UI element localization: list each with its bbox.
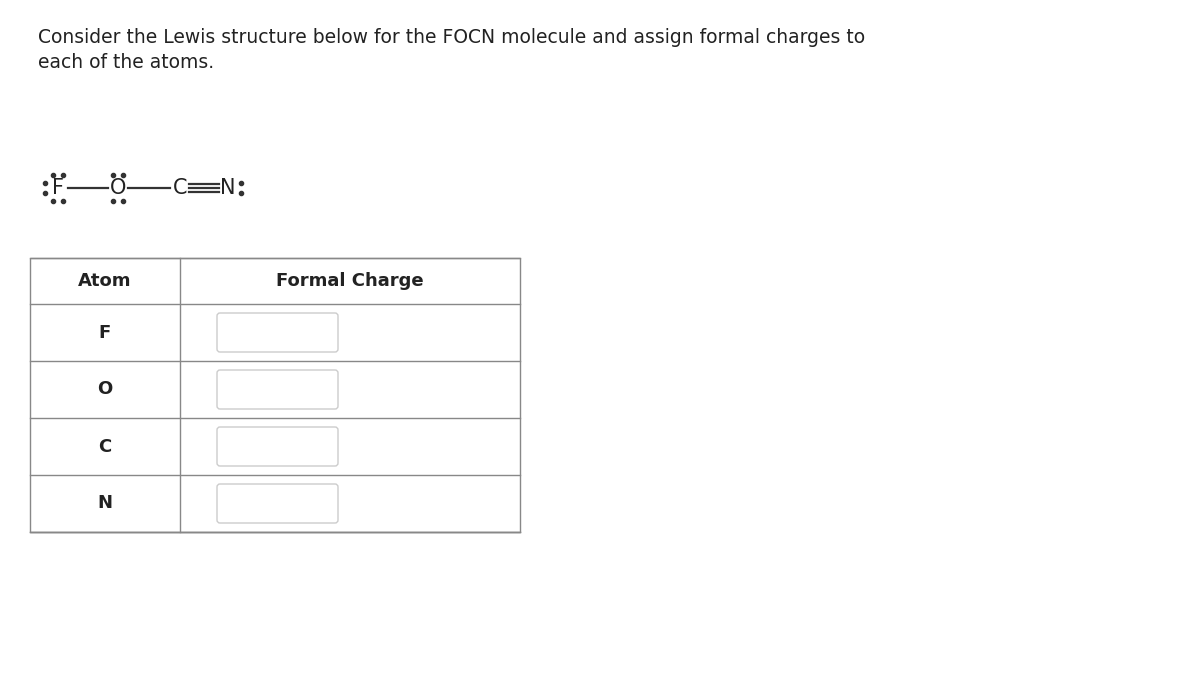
Text: Number: Number [230,381,296,399]
Text: N: N [221,178,235,198]
Text: O: O [110,178,126,198]
Text: F: F [52,178,64,198]
Text: Number: Number [230,323,296,341]
FancyBboxPatch shape [217,313,338,352]
Text: Number: Number [230,437,296,455]
Text: Number: Number [230,495,296,513]
Text: Formal Charge: Formal Charge [276,272,424,290]
FancyBboxPatch shape [217,427,338,466]
Text: C: C [98,437,112,455]
Text: N: N [97,495,113,513]
Text: C: C [173,178,187,198]
Text: O: O [97,381,113,399]
FancyBboxPatch shape [217,370,338,409]
FancyBboxPatch shape [217,484,338,523]
Text: Consider the Lewis structure below for the FOCN molecule and assign formal charg: Consider the Lewis structure below for t… [38,28,865,72]
Text: F: F [98,323,112,341]
Text: Atom: Atom [78,272,132,290]
Bar [30,258,520,532]
